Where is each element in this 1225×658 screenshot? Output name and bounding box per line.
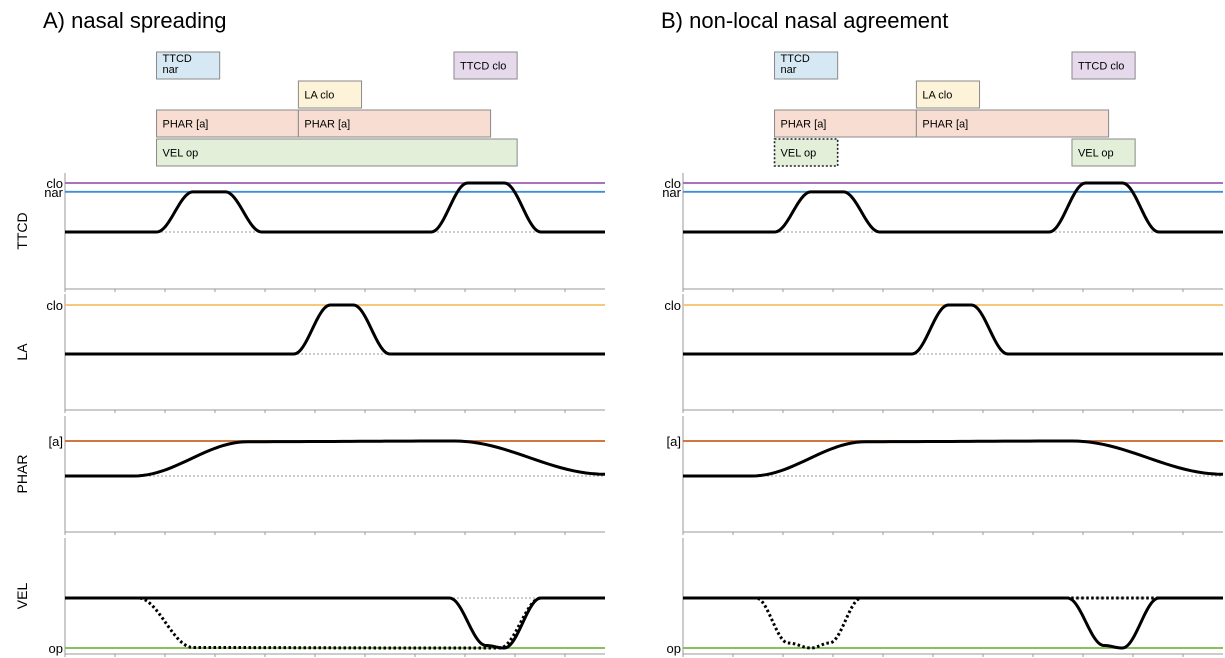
tier-la: clo: [664, 294, 1223, 413]
gesture-box-rect: [1071, 138, 1136, 167]
panel-title: A) nasal spreading: [43, 8, 226, 33]
target-label: clo: [664, 176, 681, 191]
trajectory: [65, 181, 605, 234]
gesture-label: TTCD clo: [460, 61, 506, 73]
gesture-box: PHAR [a]: [774, 109, 917, 138]
tier-la: LA clo: [14, 294, 605, 413]
gesture-label: PHAR [a]: [781, 119, 827, 131]
gesture-box: VEL op: [773, 138, 839, 167]
tier-name: LA: [14, 343, 30, 361]
gesture-box: PHAR [a]: [297, 109, 492, 138]
target-label: nar: [44, 185, 63, 200]
gesture-box-rect: [156, 51, 221, 80]
target-label: nar: [662, 185, 681, 200]
target-label: clo: [46, 298, 63, 313]
panel-title: B) non-local nasal agreement: [661, 8, 948, 33]
gesture-box-rect: [774, 51, 839, 80]
gesture-label: VEL op: [163, 148, 199, 160]
trajectory: [683, 439, 1224, 478]
gesture-box: PHAR [a]: [156, 109, 299, 138]
gesture-box-rect: [773, 138, 839, 167]
tier-phar: [a]: [667, 416, 1224, 535]
gesture-box: PHAR [a]: [915, 109, 1110, 138]
tier-phar: PHAR [a]: [14, 416, 606, 535]
gesture-label: LA clo: [304, 90, 334, 102]
gesture-label: PHAR [a]: [304, 119, 350, 131]
trajectory: [65, 303, 605, 356]
trajectory: [65, 596, 605, 650]
gesture-label: TTCD: [163, 53, 192, 65]
gesture-box: VEL op: [1071, 138, 1136, 167]
gesture-label: nar: [163, 64, 179, 76]
tier-vel: op: [667, 538, 1223, 657]
target-label: clo: [664, 298, 681, 313]
tier-name: PHAR: [14, 455, 30, 494]
gesture-box-rect: [156, 138, 518, 167]
gesture-box: TTCD clo: [453, 51, 518, 80]
trajectory: [683, 181, 1223, 234]
gesture-box-rect: [1071, 51, 1136, 80]
gesture-box-rect: [915, 80, 981, 109]
gesture-label: VEL op: [781, 148, 817, 160]
gesture-label: PHAR [a]: [922, 119, 968, 131]
trajectory: [65, 439, 606, 478]
gesture-box-rect: [297, 109, 492, 138]
gesture-label: TTCD clo: [1078, 61, 1124, 73]
gesture-label: LA clo: [922, 90, 952, 102]
gesture-box: LA clo: [915, 80, 981, 109]
gesture-box-rect: [915, 109, 1110, 138]
gesture-box: VEL op: [156, 138, 518, 167]
target-label: [a]: [667, 434, 681, 449]
tier-name: TTCD: [14, 212, 30, 249]
gesture-label: TTCD: [781, 53, 810, 65]
gesture-box-rect: [774, 109, 917, 138]
tier-name: VEL: [14, 583, 30, 610]
tier-vel: VEL op: [14, 538, 605, 657]
trajectory: [683, 596, 1223, 650]
target-label: op: [667, 641, 681, 656]
target-label: clo: [46, 176, 63, 191]
gesture-box: LA clo: [297, 80, 363, 109]
gesture-label: nar: [781, 64, 797, 76]
gesture-box: TTCD clo: [1071, 51, 1136, 80]
target-label: [a]: [49, 434, 63, 449]
target-label: op: [49, 641, 63, 656]
gesture-label: VEL op: [1078, 148, 1114, 160]
gesture-label: PHAR [a]: [163, 119, 209, 131]
trajectory: [683, 303, 1223, 356]
gesture-box-rect: [297, 80, 363, 109]
gesture-box-rect: [453, 51, 518, 80]
